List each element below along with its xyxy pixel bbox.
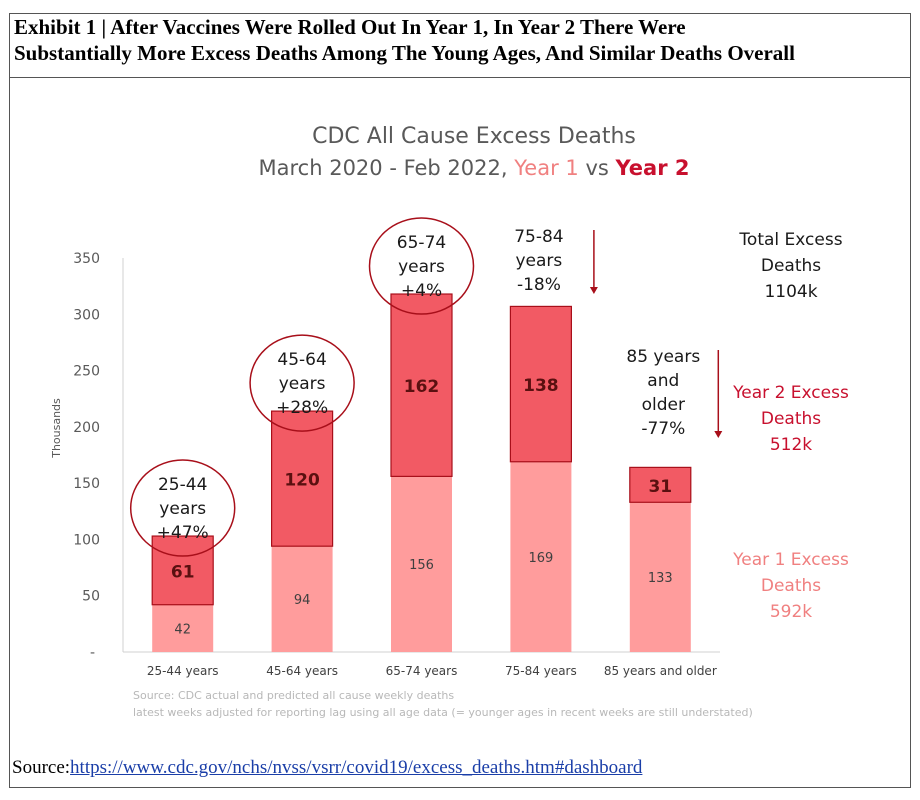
exhibit-title-line-2: Substantially More Excess Deaths Among T… (14, 41, 795, 65)
data-label-year1: 42 (174, 622, 191, 637)
y-tick-label: 150 (73, 476, 100, 492)
year1-excess-deaths-text: 592k (770, 602, 812, 622)
title-divider (9, 77, 911, 78)
data-label-year2: 120 (284, 471, 320, 491)
source-link[interactable]: https://www.cdc.gov/nchs/nvss/vsrr/covid… (70, 757, 643, 778)
chart-subtitle-prefix: March 2020 - Feb 2022, (259, 156, 508, 180)
chart-subtitle-vs: vs (585, 156, 608, 180)
year2-excess-deaths-text: Deaths (761, 409, 821, 429)
bar-year1 (391, 476, 452, 652)
bar-year1 (510, 461, 572, 652)
year1-excess-deaths-text: Year 1 Excess (732, 550, 849, 570)
annotation-text: 75-84 (514, 227, 563, 247)
annotation-text: years (516, 251, 563, 271)
annotation-circle (129, 459, 236, 557)
bar-year2 (509, 305, 572, 463)
y-tick-label: 350 (73, 251, 100, 267)
chart-subtitle: March 2020 - Feb 2022, Year 1 vs Year 2 (259, 156, 690, 180)
source-label: Source: (12, 757, 71, 778)
annotation-text: years (398, 257, 445, 277)
total-excess-deaths-text: 1104k (764, 282, 817, 302)
bars: 42 61 94 120 156 162 169 138 133 31 (151, 293, 692, 652)
year2-excess-deaths-text: Year 2 Excess (732, 383, 849, 403)
bar-year2 (151, 535, 214, 606)
x-tick-label: 45-64 years (266, 664, 338, 678)
totals-panel: Total Excess Deaths 1104k Year 2 Excess Deat… (732, 230, 849, 622)
y-tick-label: 250 (73, 364, 100, 380)
data-label-year1: 169 (528, 551, 553, 566)
y-tick-label: 300 (73, 307, 100, 323)
x-tick-label: 65-74 years (386, 664, 458, 678)
annotation-circle (249, 334, 355, 432)
bar-year1 (629, 502, 691, 652)
annotation-text: -77% (641, 419, 685, 439)
annotation-text: 45-64 (277, 350, 326, 370)
y-tick-label-zero: - (90, 645, 95, 661)
chart-subtitle-year1: Year 1 (513, 156, 579, 180)
x-axis: 25-44 years 45-64 years 65-74 years 75-84 y… (147, 664, 717, 678)
annotation-text: 85 years (626, 347, 700, 367)
y-axis: 350 300 250 200 150 100 50 - (73, 251, 100, 661)
year1-excess-deaths-text: Deaths (761, 576, 821, 596)
annotation-text: and (647, 371, 679, 391)
down-arrow-head (589, 287, 598, 294)
data-label-year1: 156 (409, 558, 434, 573)
annotation-text: years (279, 374, 326, 394)
annotation-text: older (642, 395, 685, 415)
bar-year2 (390, 293, 453, 477)
y-axis-label: Thousands (50, 398, 63, 459)
data-label-year2: 162 (404, 377, 440, 397)
x-tick-label: 75-84 years (505, 664, 577, 678)
bar-year2 (271, 410, 334, 547)
y-tick-label: 50 (82, 589, 100, 605)
total-excess-deaths-text: Total Excess (738, 230, 842, 250)
y-tick-label: 100 (73, 532, 100, 548)
total-excess-deaths-text: Deaths (761, 256, 821, 276)
x-tick-label: 85 years and older (604, 664, 717, 678)
bar-year1 (152, 604, 214, 652)
data-label-year1: 94 (294, 593, 311, 608)
x-tick-label: 25-44 years (147, 664, 219, 678)
data-label-year2: 138 (523, 376, 559, 396)
exhibit-frame (9, 13, 911, 788)
annotation-text: 65-74 (397, 233, 446, 253)
chart-title: CDC All Cause Excess Deaths (312, 124, 636, 149)
annotation-text: 25-44 (158, 475, 207, 495)
source-line: Source:https://www.cdc.gov/nchs/nvss/vsr… (12, 757, 642, 779)
data-label-year2: 31 (648, 477, 672, 497)
exhibit-title: Exhibit 1 | After Vaccines Were Rolled O… (14, 14, 904, 66)
annotations: 25-44 years +47% 45-64 years +28% 65-74 years +4… (129, 217, 723, 557)
chart-footnote-line-2: latest weeks adjusted for reporting lag … (133, 706, 753, 719)
exhibit-title-line-1: Exhibit 1 | After Vaccines Were Rolled O… (14, 15, 686, 39)
chart-footnote-line-1: Source: CDC actual and predicted all cau… (133, 689, 454, 702)
bar-year1 (271, 546, 333, 652)
down-arrow-head (714, 431, 723, 438)
annotation-text: +47% (157, 523, 209, 543)
annotation-text: -18% (517, 275, 561, 295)
year2-excess-deaths-text: 512k (770, 435, 812, 455)
data-label-year1: 133 (648, 571, 673, 586)
annotation-text: +4% (401, 281, 442, 301)
bar-year2 (629, 466, 692, 503)
annotation-text: +28% (276, 398, 328, 418)
annotation-text: years (159, 499, 206, 519)
y-tick-label: 200 (73, 420, 100, 436)
data-label-year2: 61 (171, 562, 195, 582)
annotation-circle (368, 217, 475, 315)
chart-subtitle-year2: Year 2 (615, 156, 690, 180)
